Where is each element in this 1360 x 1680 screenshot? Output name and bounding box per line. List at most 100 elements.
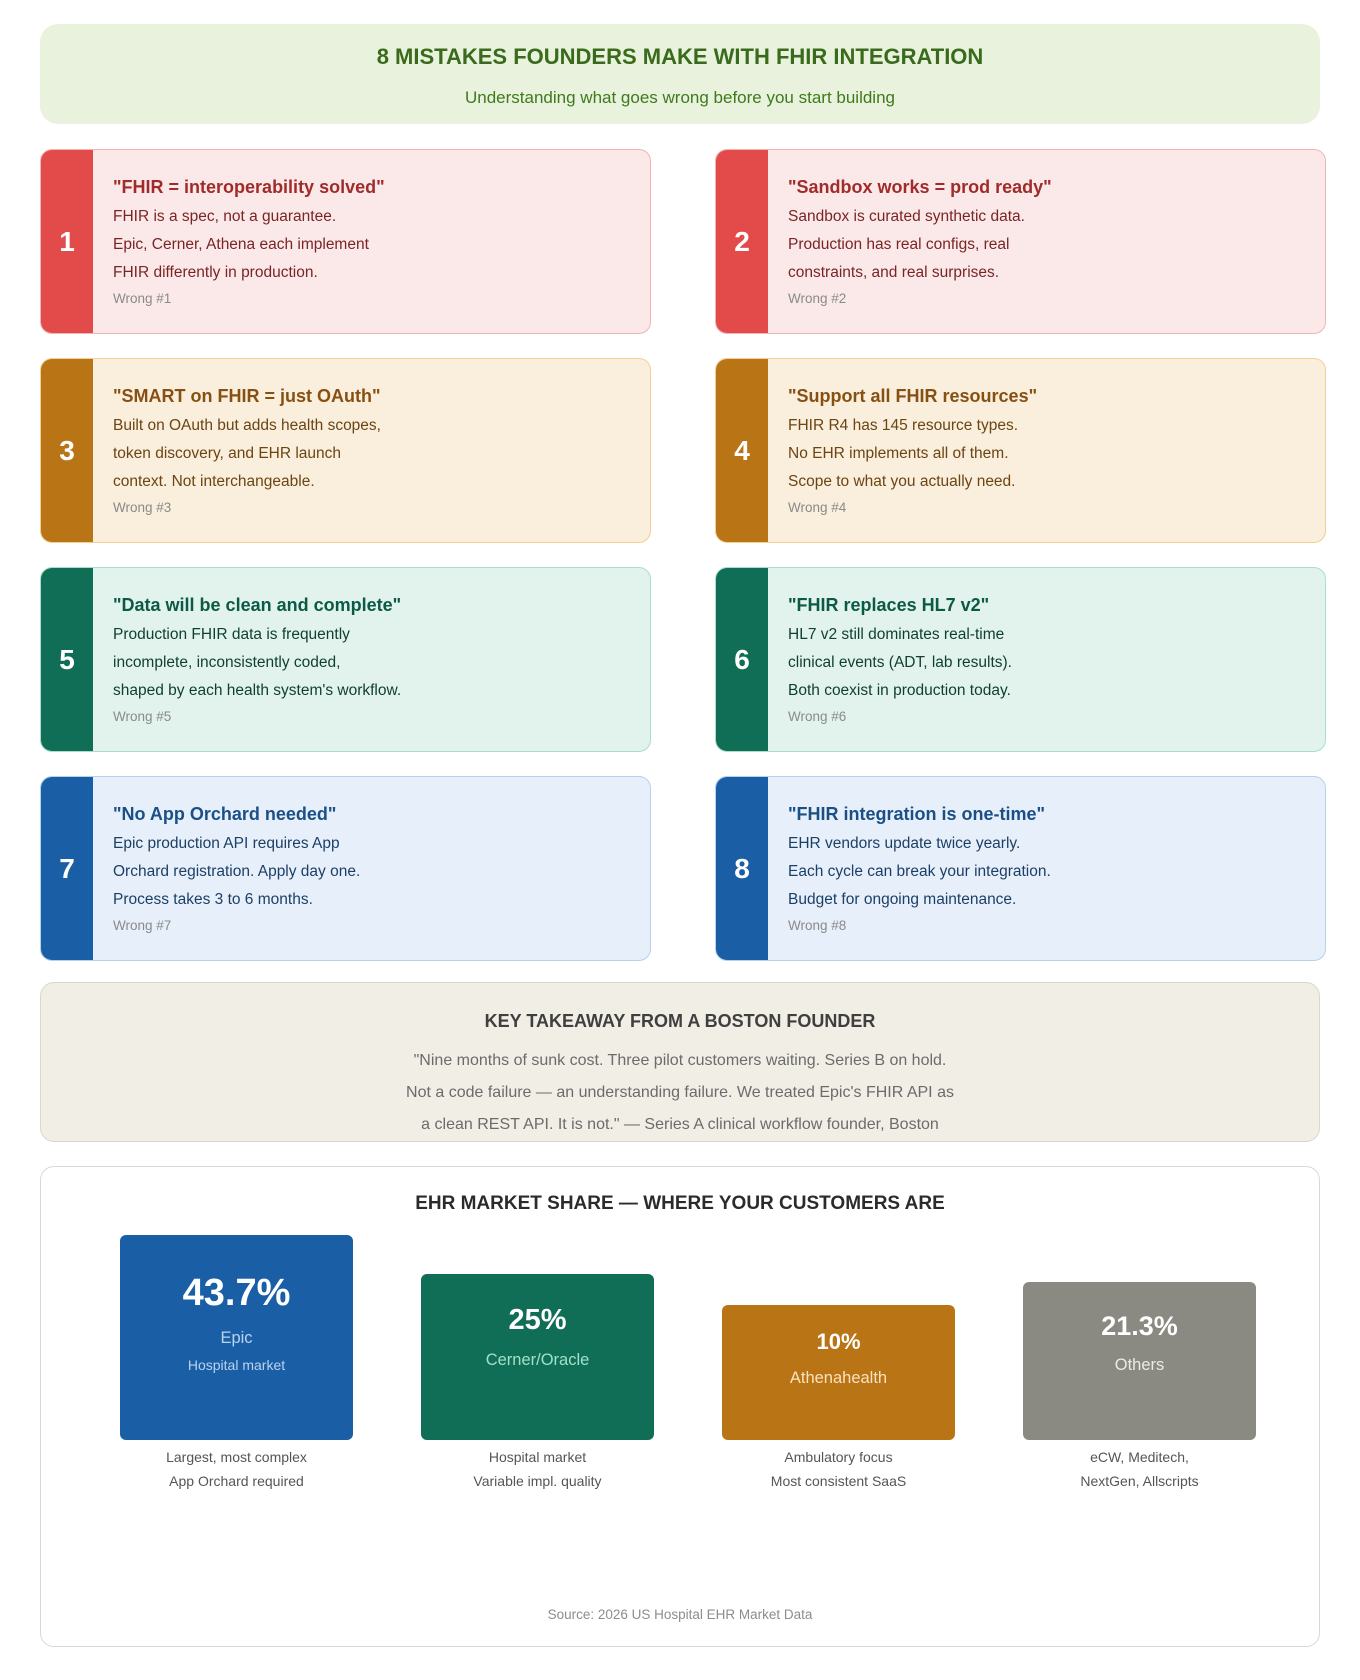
mistake-card: 7 "No App Orchard needed" Epic production … [40,776,651,961]
mistake-title: "Support all FHIR resources" [788,386,1038,406]
bar-note-line: App Orchard required [169,1473,304,1489]
mistake-tag: Wrong #5 [113,709,172,724]
mistake-title: "Sandbox works = prod ready" [788,177,1052,197]
quote-line: a clean REST API. It is not." — Series A… [421,1116,939,1133]
mistake-card: 8 "FHIR integration is one-time" EHR vendo… [715,776,1326,961]
market-bar-epic: 43.7% Epic Hospital market [120,1235,353,1440]
mistake-title: "Data will be clean and complete" [113,595,402,615]
bar-note: Hospital market Variable impl. quality [421,1445,654,1493]
mistake-card: 1 "FHIR = interoperability solved" FHIR is… [40,149,651,334]
bar-value-label: 25% [508,1303,567,1336]
mistake-description-line: HL7 v2 still dominates real-time [788,626,1005,643]
mistake-title: "FHIR integration is one-time" [788,804,1046,824]
bar-category-label: Cerner/Oracle [485,1350,590,1369]
mistake-number: 7 [41,777,93,960]
page-subtitle: Understanding what goes wrong before you… [465,88,895,107]
mistake-description-line: Budget for ongoing maintenance. [788,891,1017,908]
mistake-card: 3 "SMART on FHIR = just OAuth" Built on OA… [40,358,651,543]
bar-category-label: Others [1114,1355,1165,1374]
bar-note-line: Ambulatory focus [784,1449,893,1465]
mistake-title: "FHIR = interoperability solved" [113,177,385,197]
mistake-body: "Sandbox works = prod ready" Sandbox is c… [788,177,1309,309]
mistake-description-line: Both coexist in production today. [788,682,1011,699]
takeaway-quote: "Nine months of sunk cost. Three pilot c… [41,1045,1319,1141]
bar-value-label: 10% [816,1329,861,1354]
mistake-number: 4 [716,359,768,542]
mistake-description-line: No EHR implements all of them. [788,445,1009,462]
mistake-description-line: Process takes 3 to 6 months. [113,891,313,908]
mistake-body: "No App Orchard needed" Epic production A… [113,804,634,936]
mistake-description-line: Production FHIR data is frequently [113,626,350,643]
bar-value-label: 21.3% [1101,1310,1178,1341]
mistake-card: 2 "Sandbox works = prod ready" Sandbox is … [715,149,1326,334]
mistake-number: 2 [716,150,768,333]
mistake-description-line: EHR vendors update twice yearly. [788,835,1021,852]
mistake-tag: Wrong #1 [113,291,172,306]
bar-sublabel: Hospital market [187,1357,286,1373]
mistake-description-line: Epic, Cerner, Athena each implement [113,236,369,253]
mistake-tag: Wrong #4 [788,500,847,515]
mistake-description-line: FHIR R4 has 145 resource types. [788,417,1019,434]
bar-note: Largest, most complex App Orchard require… [120,1445,353,1493]
mistake-body: "FHIR replaces HL7 v2" HL7 v2 still domin… [788,595,1309,727]
bar-category-label: Epic [220,1329,253,1347]
bar-note-line: Largest, most complex [166,1449,307,1465]
bar-note-line: Most consistent SaaS [770,1473,907,1489]
key-takeaway-box: KEY TAKEAWAY FROM A BOSTON FOUNDER "Nine… [40,982,1320,1142]
mistake-description-line: incomplete, inconsistently coded, [113,654,341,671]
mistake-description-line: context. Not interchangeable. [113,473,315,490]
mistake-tag: Wrong #2 [788,291,847,306]
mistake-description-line: Sandbox is curated synthetic data. [788,208,1025,225]
mistake-body: "FHIR = interoperability solved" FHIR is … [113,177,634,309]
mistake-title: "FHIR replaces HL7 v2" [788,595,990,615]
mistake-title: "No App Orchard needed" [113,804,337,824]
bar-note: Ambulatory focus Most consistent SaaS [722,1445,955,1493]
bar-value-label: 43.7% [182,1272,291,1314]
mistake-tag: Wrong #3 [113,500,172,515]
source-note: Source: 2026 US Hospital EHR Market Data [547,1607,813,1622]
market-bar-others: 21.3% Others [1023,1281,1256,1440]
bar-note-line: eCW, Meditech, [1090,1449,1189,1465]
market-bar-cerner-oracle: 25% Cerner/Oracle [421,1273,654,1440]
bar-category-label: Athenahealth [789,1369,888,1387]
quote-line: Not a code failure — an understanding fa… [406,1084,954,1101]
mistake-title: "SMART on FHIR = just OAuth" [113,386,381,406]
mistake-body: "SMART on FHIR = just OAuth" Built on OAu… [113,386,634,518]
header-banner: 8 MISTAKES FOUNDERS MAKE WITH FHIR INTEG… [40,24,1320,124]
mistake-body: "FHIR integration is one-time" EHR vendor… [788,804,1309,936]
mistake-description-line: FHIR differently in production. [113,264,318,281]
mistake-card: 6 "FHIR replaces HL7 v2" HL7 v2 still domi… [715,567,1326,752]
mistake-number: 3 [41,359,93,542]
mistake-number: 8 [716,777,768,960]
mistake-description-line: Built on OAuth but adds health scopes, [113,417,381,434]
mistake-number: 5 [41,568,93,751]
page-title: 8 MISTAKES FOUNDERS MAKE WITH FHIR INTEG… [376,44,984,69]
mistake-description-line: Scope to what you actually need. [788,473,1016,490]
mistake-description-line: shaped by each health system's workflow. [113,682,402,699]
mistake-description-line: token discovery, and EHR launch [113,445,342,462]
mistake-body: "Data will be clean and complete" Product… [113,595,634,727]
mistake-number: 6 [716,568,768,751]
mistake-description-line: FHIR is a spec, not a guarantee. [113,208,337,225]
mistake-tag: Wrong #8 [788,918,847,933]
market-share-panel: EHR MARKET SHARE — WHERE YOUR CUSTOMERS … [40,1166,1320,1647]
bar-note-line: NextGen, Allscripts [1080,1473,1199,1489]
mistake-tag: Wrong #6 [788,709,847,724]
mistake-description-line: Orchard registration. Apply day one. [113,863,361,880]
mistake-card: 4 "Support all FHIR resources" FHIR R4 has… [715,358,1326,543]
market-title: EHR MARKET SHARE — WHERE YOUR CUSTOMERS … [415,1193,945,1214]
market-bar-athenahealth: 10% Athenahealth [722,1305,955,1440]
mistake-body: "Support all FHIR resources" FHIR R4 has … [788,386,1309,518]
mistake-description-line: constraints, and real surprises. [788,264,1000,281]
mistake-card: 5 "Data will be clean and complete" Produc… [40,567,651,752]
takeaway-title: KEY TAKEAWAY FROM A BOSTON FOUNDER [484,1011,876,1031]
bar-note-line: Hospital market [488,1449,587,1465]
quote-line: "Nine months of sunk cost. Three pilot c… [413,1052,947,1069]
mistake-description-line: clinical events (ADT, lab results). [788,654,1012,671]
mistake-number: 1 [41,150,93,333]
mistake-description-line: Epic production API requires App [113,835,340,852]
mistake-tag: Wrong #7 [113,918,172,933]
bar-note: eCW, Meditech, NextGen, Allscripts [1023,1445,1256,1493]
mistake-description-line: Each cycle can break your integration. [788,863,1051,880]
mistake-description-line: Production has real configs, real [788,236,1010,253]
